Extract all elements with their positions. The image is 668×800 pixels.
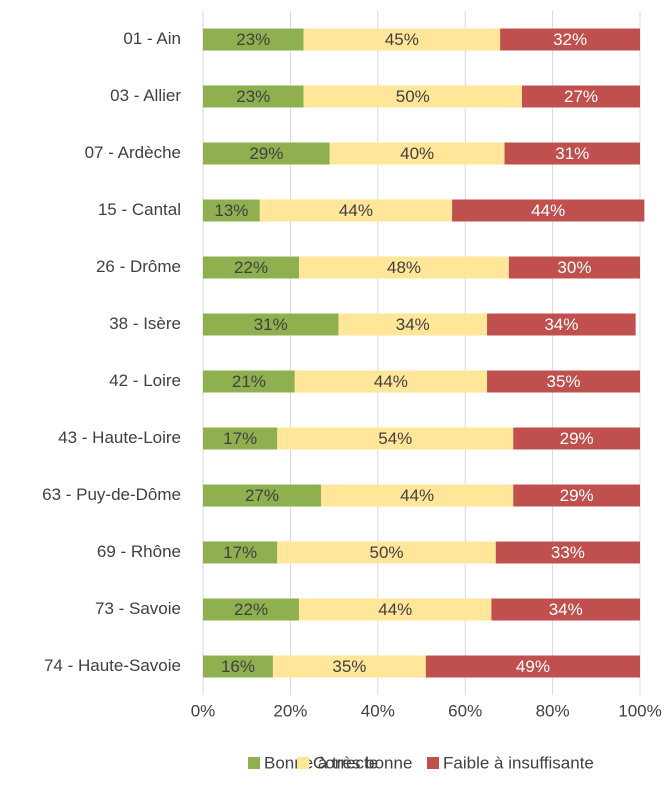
x-tick-label: 80% [536, 701, 570, 720]
data-label: 34% [544, 315, 578, 334]
y-tick-label: 07 - Ardèche [85, 143, 181, 162]
y-tick-label: 38 - Isère [109, 314, 181, 333]
bar-segment [203, 313, 339, 336]
bar-segment [500, 28, 640, 51]
bar-segment [303, 85, 523, 108]
bar-segment [487, 370, 640, 393]
y-tick-label: 43 - Haute-Loire [58, 428, 181, 447]
bar-segment [272, 655, 426, 678]
data-label: 13% [214, 201, 248, 220]
data-label: 50% [370, 543, 404, 562]
bar-segment [508, 256, 640, 279]
bar-segment [487, 313, 636, 336]
data-label: 23% [236, 30, 270, 49]
data-label: 27% [564, 87, 598, 106]
bar-segment [491, 598, 640, 621]
legend-swatch [248, 757, 260, 769]
bar-segment [522, 85, 640, 108]
data-label: 22% [234, 600, 268, 619]
data-label: 49% [516, 657, 550, 676]
y-tick-label: 26 - Drôme [96, 257, 181, 276]
data-label: 45% [385, 30, 419, 49]
data-label: 35% [547, 372, 581, 391]
data-label: 44% [378, 600, 412, 619]
data-label: 40% [400, 144, 434, 163]
data-label: 50% [396, 87, 430, 106]
data-label: 23% [236, 87, 270, 106]
bar-segment [203, 598, 300, 621]
bar-segment [513, 484, 640, 507]
x-tick-label: 100% [618, 701, 661, 720]
data-label: 48% [387, 258, 421, 277]
bar-segment [504, 142, 640, 165]
data-label: 29% [249, 144, 283, 163]
bar-segment [425, 655, 640, 678]
data-label: 30% [557, 258, 591, 277]
bar-segment [299, 256, 509, 279]
legend-label: Correcte [313, 753, 378, 772]
data-label: 17% [223, 429, 257, 448]
bar-segment [203, 370, 295, 393]
bar-segment [203, 484, 321, 507]
y-tick-label: 01 - Ain [123, 29, 181, 48]
data-label: 34% [549, 600, 583, 619]
bar-segment [320, 484, 514, 507]
bar-segment [203, 655, 273, 678]
y-tick-label: 63 - Puy-de-Dôme [42, 485, 181, 504]
data-label: 54% [378, 429, 412, 448]
y-tick-label: 03 - Allier [110, 86, 181, 105]
bar-segment [203, 142, 330, 165]
x-tick-label: 60% [448, 701, 482, 720]
y-tick-label: 15 - Cantal [98, 200, 181, 219]
data-label: 22% [234, 258, 268, 277]
x-tick-label: 0% [191, 701, 216, 720]
y-tick-label: 73 - Savoie [95, 599, 181, 618]
data-label: 29% [560, 429, 594, 448]
bar-segment [452, 199, 645, 222]
data-label: 35% [332, 657, 366, 676]
data-label: 34% [396, 315, 430, 334]
y-tick-label: 74 - Haute-Savoie [44, 656, 181, 675]
data-label: 32% [553, 30, 587, 49]
legend-label: Faible à insuffisante [443, 753, 594, 772]
bar-segment [513, 427, 640, 450]
data-label: 44% [531, 201, 565, 220]
bar-segment [203, 28, 304, 51]
data-label: 27% [245, 486, 279, 505]
legend-swatch [297, 757, 309, 769]
data-label: 31% [555, 144, 589, 163]
legend-swatch [427, 757, 439, 769]
bar-segment [259, 199, 453, 222]
y-tick-label: 69 - Rhône [97, 542, 181, 561]
data-label: 44% [374, 372, 408, 391]
data-label: 21% [232, 372, 266, 391]
bar-segment [329, 142, 505, 165]
x-tick-label: 40% [361, 701, 395, 720]
bar-segment [303, 28, 501, 51]
bar-segment [203, 85, 304, 108]
bar-segment [277, 541, 496, 564]
bar-segment [203, 541, 278, 564]
data-label: 44% [339, 201, 373, 220]
y-tick-label: 42 - Loire [109, 371, 181, 390]
bar-segment [203, 256, 300, 279]
bar-segment [495, 541, 640, 564]
data-label: 29% [560, 486, 594, 505]
data-label: 17% [223, 543, 257, 562]
bar-segment [203, 199, 260, 222]
bar-segment [277, 427, 514, 450]
bar-segment [338, 313, 488, 336]
bar-segment [299, 598, 492, 621]
x-tick-label: 20% [273, 701, 307, 720]
data-label: 31% [254, 315, 288, 334]
data-label: 33% [551, 543, 585, 562]
data-label: 44% [400, 486, 434, 505]
bar-segment [203, 427, 278, 450]
data-label: 16% [221, 657, 255, 676]
bar-segment [294, 370, 488, 393]
